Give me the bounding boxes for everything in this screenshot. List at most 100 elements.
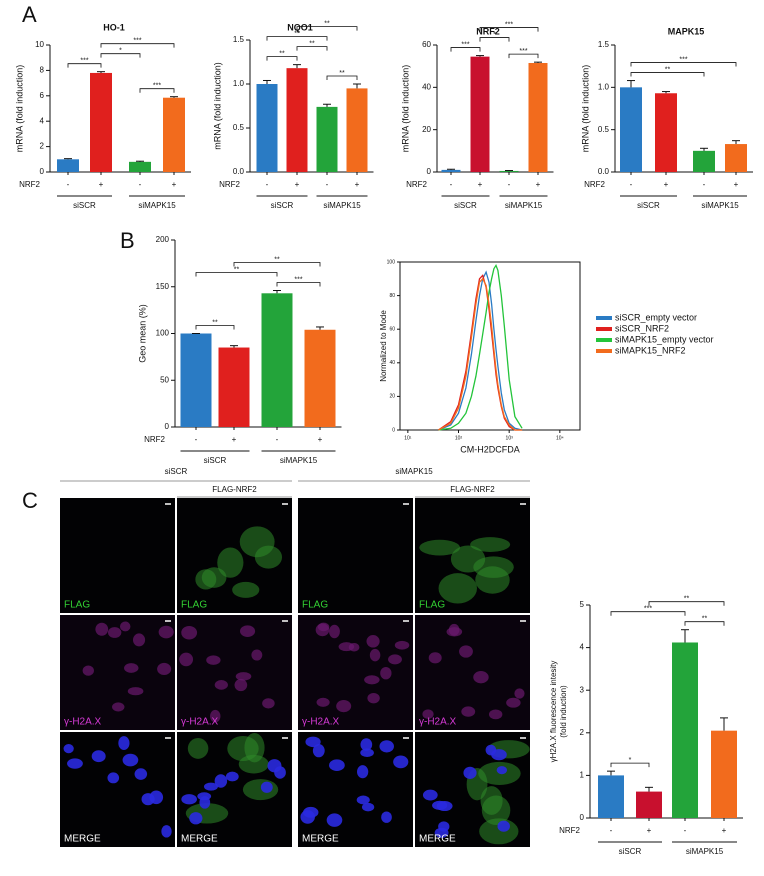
x-tick-label: + (734, 180, 739, 189)
bar (316, 106, 338, 172)
row-label: NRF2 (144, 435, 165, 444)
group-label: siSCR (165, 467, 188, 476)
bar (470, 56, 490, 173)
significance-label: *** (80, 58, 88, 65)
y-tick-label: 100 (156, 329, 170, 338)
nucleus (214, 774, 228, 788)
nucleus (436, 801, 453, 812)
nucleus (488, 709, 503, 720)
bar (441, 169, 461, 172)
panel-label: B (120, 228, 135, 253)
significance-label: ** (324, 20, 330, 27)
group-label: siMAPK15 (395, 467, 433, 476)
significance-bracket (100, 43, 175, 48)
nucleus (496, 766, 508, 775)
nucleus (95, 622, 109, 636)
micrograph-background (298, 498, 413, 613)
x-tick-label: - (139, 180, 142, 189)
micrograph-background (298, 615, 413, 730)
legend-swatch (596, 316, 612, 320)
y-tick-label: 3 (580, 685, 585, 694)
nucleus (161, 825, 172, 838)
x-tick-label: + (722, 826, 727, 835)
bar (725, 144, 747, 172)
significance-label: ** (309, 40, 315, 47)
y-tick-label: 0 (165, 422, 170, 431)
cell (475, 566, 510, 594)
x-tick-label: - (630, 180, 633, 189)
panel-label: C (22, 488, 38, 513)
nucleus (317, 622, 330, 632)
nucleus (360, 738, 373, 751)
significance-label: ** (339, 70, 345, 77)
bar (180, 333, 212, 427)
y-tick-label: 0.0 (233, 167, 245, 176)
row-label: NRF2 (406, 180, 427, 189)
cell (481, 795, 511, 825)
y-tick-label: 0 (427, 167, 432, 176)
nucleus (514, 688, 525, 699)
y-axis-label: Normalized to Mode (379, 310, 388, 382)
nucleus (235, 672, 252, 681)
nucleus (251, 649, 263, 661)
significance-label: ** (684, 596, 690, 603)
significance-bracket (195, 272, 278, 277)
x-tick-label: + (664, 180, 669, 189)
nucleus (118, 736, 130, 751)
significance-bracket (326, 75, 358, 80)
nucleus (225, 771, 239, 782)
x-tick-label: - (450, 180, 453, 189)
nucleus (369, 648, 381, 662)
group-label: siSCR (204, 456, 227, 465)
treatment-label: FLAG-NRF2 (212, 485, 257, 494)
nucleus (422, 789, 438, 801)
significance-bracket (479, 27, 539, 32)
cell (195, 569, 217, 590)
significance-label: *** (519, 48, 527, 55)
treatment-label: FLAG-NRF2 (450, 485, 495, 494)
significance-bracket (276, 282, 321, 287)
group-label: siSCR (454, 201, 477, 210)
significance-label: *** (153, 83, 161, 90)
nucleus (367, 692, 380, 704)
nucleus (506, 697, 521, 708)
significance-label: *** (644, 606, 652, 613)
nucleus (361, 802, 375, 812)
nucleus (179, 652, 194, 667)
bar (218, 347, 250, 427)
x-tick-label: 10³ (506, 435, 514, 441)
chart-title: HO-1 (103, 22, 125, 32)
significance-label: *** (294, 276, 302, 283)
y-tick-label: 40 (389, 360, 395, 366)
nucleus (329, 759, 345, 772)
significance-label: ** (665, 66, 671, 73)
significance-bracket (610, 611, 686, 616)
significance-bracket (684, 621, 725, 626)
y-axis-label: Geo mean (%) (137, 304, 147, 363)
group-label: siSCR (619, 847, 642, 856)
cell (470, 537, 511, 552)
nucleus (206, 655, 221, 665)
bar (499, 170, 519, 172)
y-tick-label: 20 (389, 394, 395, 400)
nucleus (67, 758, 83, 769)
nucleus (234, 678, 248, 692)
nucleus (394, 640, 410, 650)
nucleus (364, 675, 380, 685)
y-tick-label: 2 (580, 728, 585, 737)
y-tick-label: 200 (156, 235, 170, 244)
series-line (438, 270, 523, 431)
plot-frame (399, 261, 581, 431)
x-tick-label: - (684, 826, 687, 835)
nucleus (463, 766, 477, 779)
bar (286, 68, 308, 172)
nucleus (459, 645, 473, 658)
y-tick-label: 20 (422, 125, 431, 134)
channel-label: γ-H2A.X (419, 717, 457, 728)
y-tick-label: 40 (422, 82, 431, 91)
significance-bracket (610, 762, 650, 768)
significance-label: *** (505, 21, 513, 28)
channel-label: FLAG (181, 600, 207, 611)
x-tick-label: + (295, 180, 300, 189)
cell (254, 545, 283, 569)
